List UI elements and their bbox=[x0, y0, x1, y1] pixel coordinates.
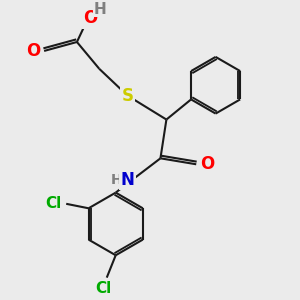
Text: Cl: Cl bbox=[46, 196, 62, 211]
Text: Cl: Cl bbox=[96, 281, 112, 296]
Text: H: H bbox=[111, 173, 122, 187]
Text: O: O bbox=[200, 155, 215, 173]
Text: S: S bbox=[122, 87, 134, 105]
Text: H: H bbox=[94, 2, 106, 17]
Text: N: N bbox=[121, 171, 135, 189]
Text: O: O bbox=[26, 42, 41, 60]
Text: O: O bbox=[83, 9, 98, 27]
